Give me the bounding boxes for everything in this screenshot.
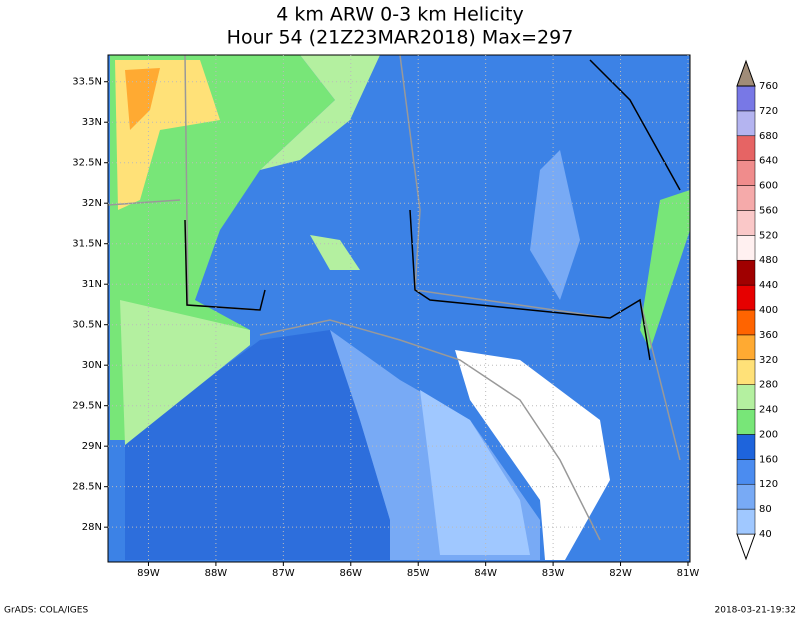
colorbar-label: 400 bbox=[759, 305, 778, 316]
x-tick-label: 83W bbox=[542, 568, 565, 579]
colorbar-label: 280 bbox=[759, 380, 778, 391]
y-tick-label: 33.5N bbox=[72, 77, 102, 88]
border-la-ms bbox=[107, 199, 181, 206]
y-tick-label: 28.5N bbox=[72, 482, 102, 493]
colorbar-label: 520 bbox=[759, 230, 778, 241]
title-line-2: Hour 54 (21Z23MAR2018) Max=297 bbox=[227, 27, 574, 49]
y-tick-label: 29N bbox=[82, 441, 102, 452]
colorbar-box bbox=[736, 334, 756, 361]
x-tick-label: 81W bbox=[677, 568, 700, 579]
black-border-3 bbox=[589, 59, 681, 191]
field-light-green-north bbox=[260, 55, 380, 170]
border-al-ga bbox=[399, 54, 611, 319]
y-tick-label: 31N bbox=[82, 279, 102, 290]
field-florida-low bbox=[455, 350, 610, 560]
x-tick-label: 85W bbox=[407, 568, 430, 579]
colorbar-label: 440 bbox=[759, 280, 778, 291]
field-georgia-light bbox=[530, 150, 580, 300]
y-tick-label: 33N bbox=[82, 117, 102, 128]
colorbar-label: 480 bbox=[759, 255, 778, 266]
map-field bbox=[107, 54, 690, 562]
field-green-east bbox=[640, 190, 690, 350]
colorbar-box bbox=[736, 434, 756, 460]
black-border-1 bbox=[184, 219, 266, 311]
field-gulf-light bbox=[420, 390, 530, 555]
colorbar-label: 80 bbox=[759, 504, 772, 515]
colorbar-label: 40 bbox=[759, 529, 772, 540]
colorbar-label: 320 bbox=[759, 355, 778, 366]
colorbar-box bbox=[736, 210, 756, 236]
colorbar-upper-triangle bbox=[736, 59, 756, 87]
y-tick-label: 30N bbox=[82, 360, 102, 371]
rivers-borders bbox=[184, 59, 681, 361]
y-tick-label: 29.5N bbox=[72, 401, 102, 412]
x-tick-label: 86W bbox=[339, 568, 362, 579]
colorbar-label: 760 bbox=[759, 81, 778, 92]
x-tick-label: 89W bbox=[137, 568, 160, 579]
y-tick-label: 28N bbox=[82, 522, 102, 533]
colorbar-box bbox=[736, 309, 756, 336]
colorbar-box bbox=[736, 284, 756, 311]
field-orange bbox=[125, 68, 160, 130]
colorbar-box bbox=[736, 235, 756, 261]
colorbar-box bbox=[736, 384, 756, 410]
x-tick-label: 84W bbox=[474, 568, 497, 579]
coastline bbox=[259, 319, 601, 541]
y-tick-label: 32.5N bbox=[72, 158, 102, 169]
colorbar-box bbox=[736, 459, 756, 485]
footer-right: 2018-03-21-19:32 bbox=[715, 606, 797, 616]
colorbar-label: 600 bbox=[759, 181, 778, 192]
x-tick-label: 88W bbox=[205, 568, 228, 579]
colorbar-label: 680 bbox=[759, 131, 778, 142]
coast-east bbox=[639, 299, 681, 461]
colorbar-label: 640 bbox=[759, 156, 778, 167]
colorbar-label: 360 bbox=[759, 330, 778, 341]
colorbar-box bbox=[736, 160, 756, 186]
title-line-1: 4 km ARW 0-3 km Helicity bbox=[276, 4, 524, 26]
field-gulf-west bbox=[125, 330, 390, 560]
colorbar-box bbox=[736, 359, 756, 385]
colorbar-box bbox=[736, 409, 756, 435]
colorbar-box bbox=[736, 508, 756, 535]
field-green-spot bbox=[310, 235, 360, 270]
colorbar-box bbox=[736, 110, 756, 137]
y-tick-label: 32N bbox=[82, 198, 102, 209]
x-tick-label: 82W bbox=[609, 568, 632, 579]
colorbar-label: 560 bbox=[759, 205, 778, 216]
colorbar-box bbox=[736, 185, 756, 211]
colorbar-box bbox=[736, 135, 756, 161]
colorbar-label: 200 bbox=[759, 429, 778, 440]
colorbar-box bbox=[736, 85, 756, 112]
map-frame bbox=[107, 54, 691, 563]
colorbar-box bbox=[736, 259, 756, 286]
black-border-2 bbox=[409, 209, 651, 361]
colorbar-label: 720 bbox=[759, 106, 778, 117]
y-tick-label: 31.5N bbox=[72, 239, 102, 250]
footer-left: GrADS: COLA/IGES bbox=[4, 606, 88, 616]
x-tick-label: 87W bbox=[272, 568, 295, 579]
y-tick-label: 30.5N bbox=[72, 320, 102, 331]
colorbar-label: 240 bbox=[759, 405, 778, 416]
colorbar-label: 120 bbox=[759, 479, 778, 490]
colorbar-box bbox=[736, 483, 756, 510]
colorbar-label: 160 bbox=[759, 454, 778, 465]
field-light-green bbox=[120, 300, 250, 445]
